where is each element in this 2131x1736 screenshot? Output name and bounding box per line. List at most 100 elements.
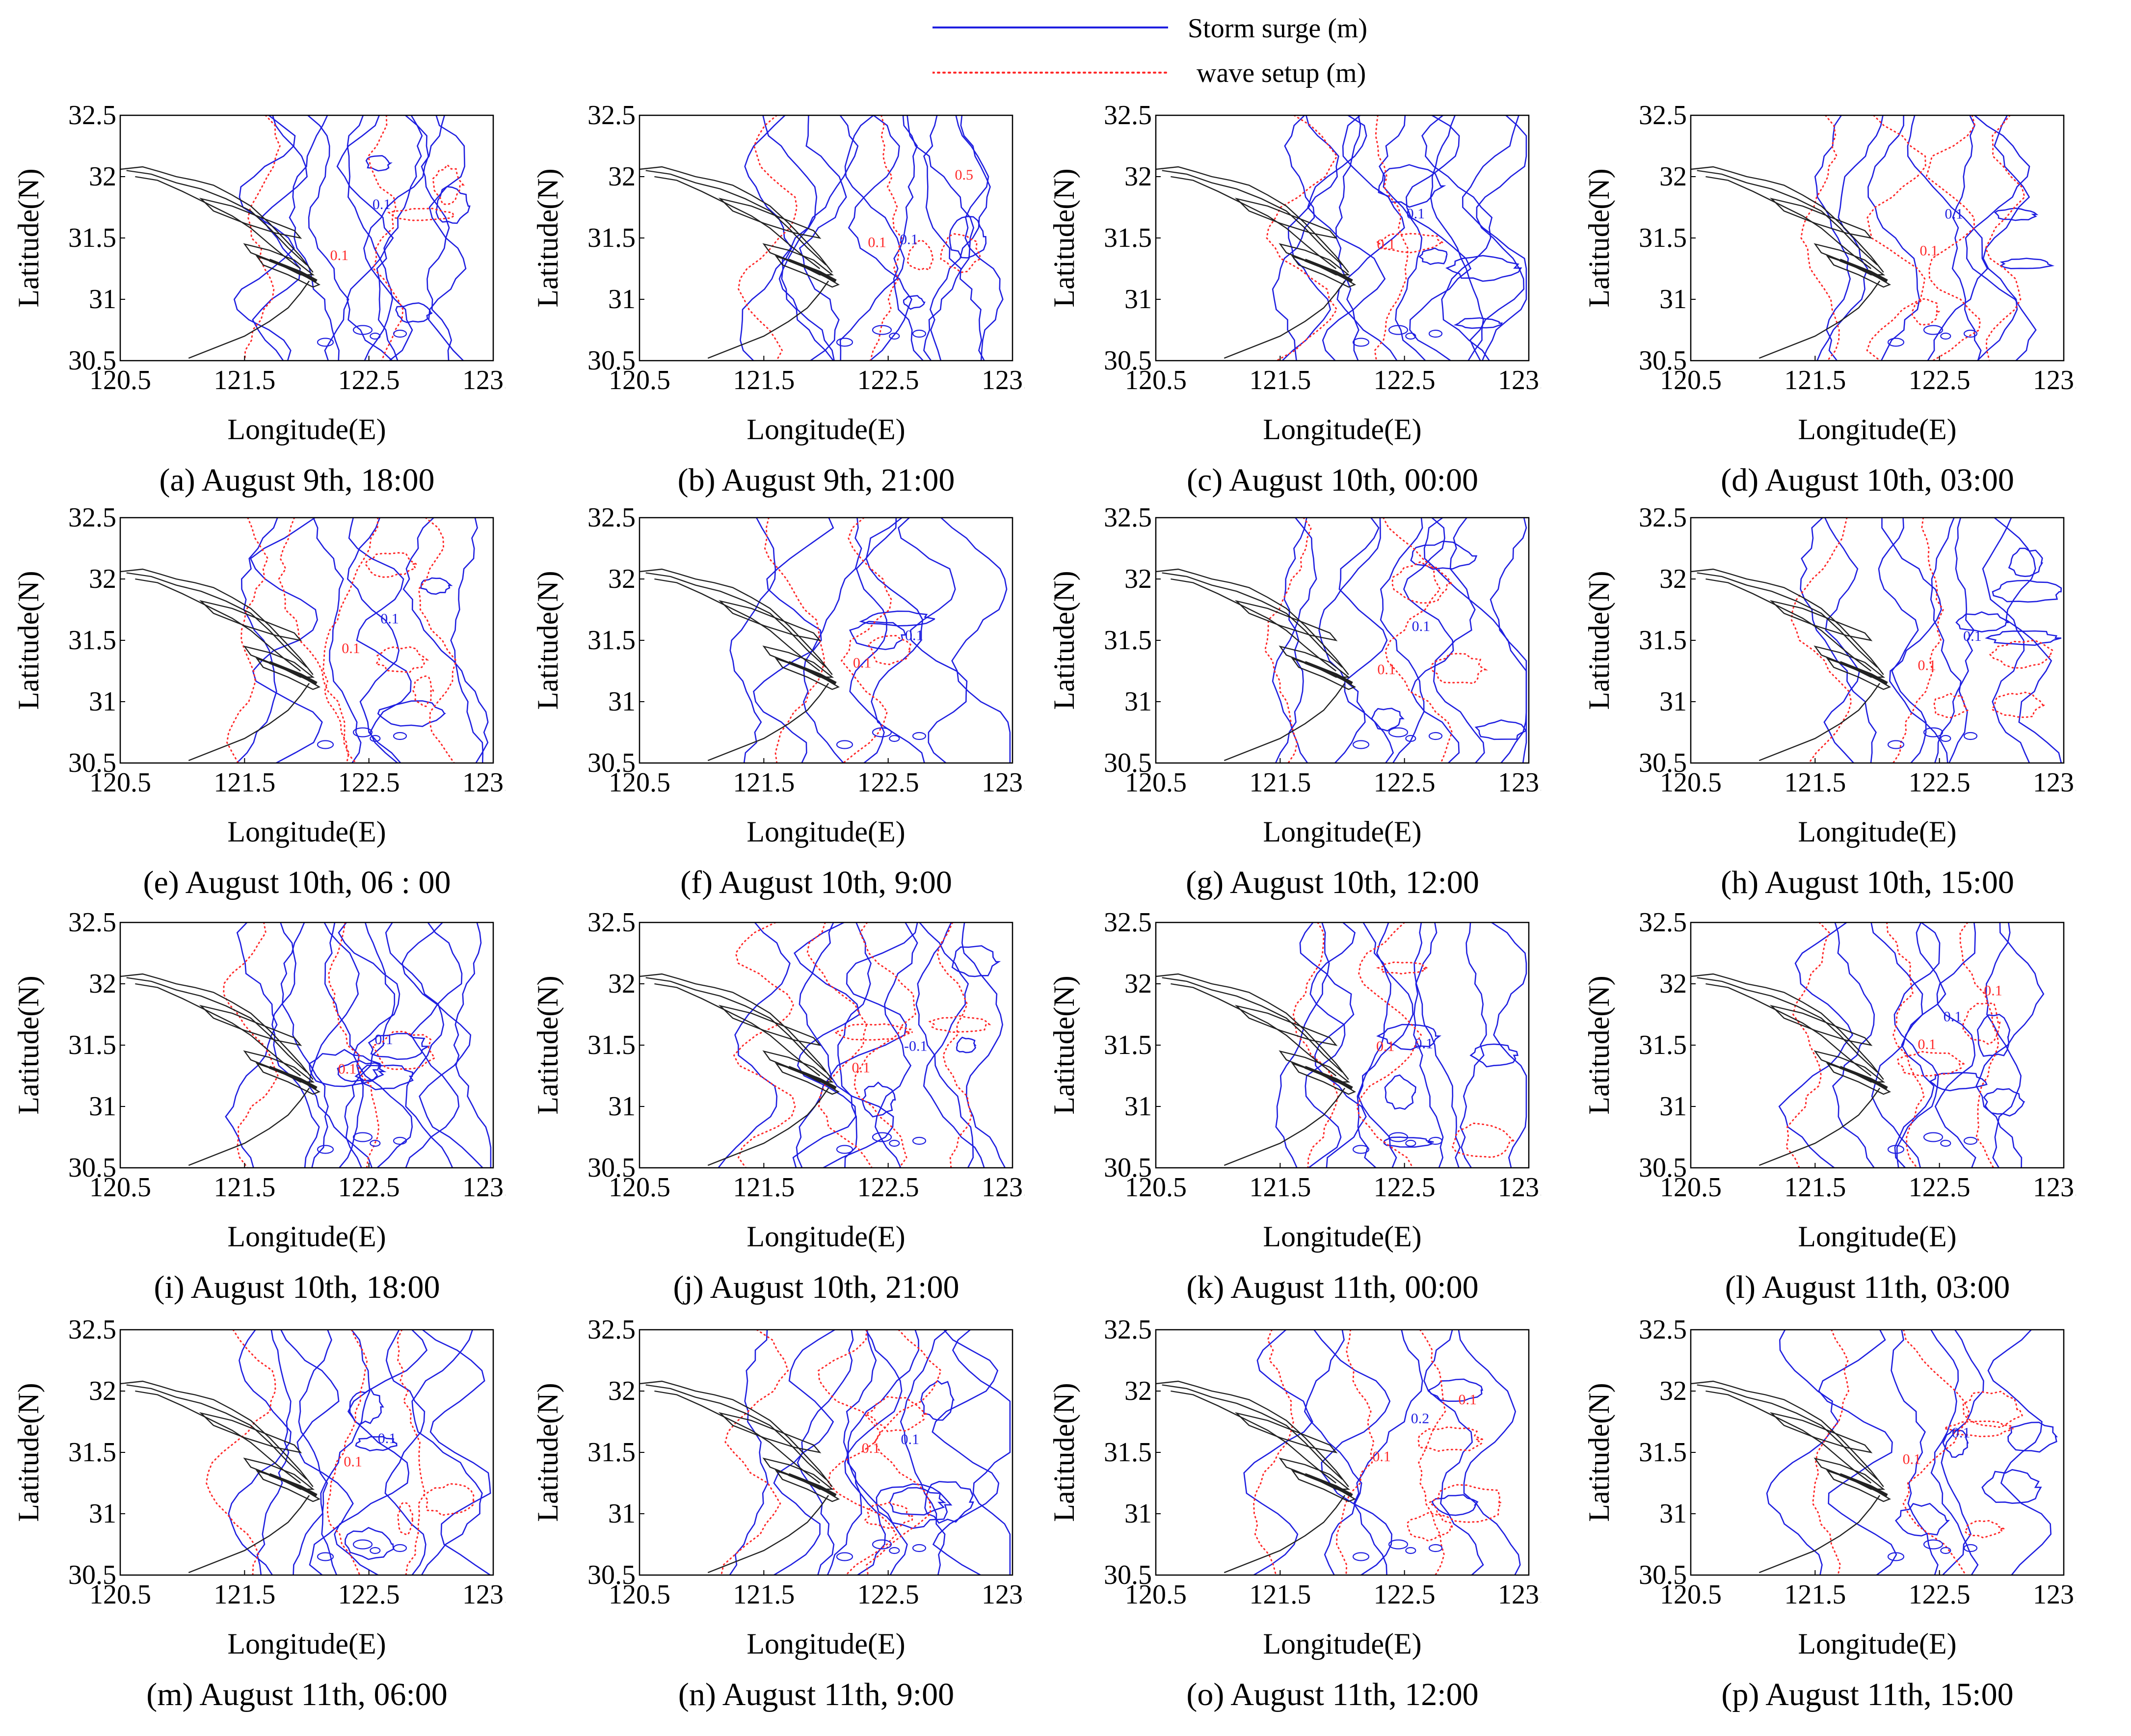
contour-label: 0.1 [901, 1431, 920, 1447]
storm-surge-contour [1469, 115, 1527, 361]
storm-surge-contour [1474, 719, 1527, 740]
storm-surge-contour [900, 1330, 948, 1575]
contour-panel-d: 0.1 0.1 32.5 32 31.5 31 30.5 120.5 121.5 122.5 123… [1571, 100, 2095, 510]
storm-surge-contour [1353, 1330, 1423, 1575]
x-tick-label: 120.5 [609, 365, 670, 395]
wave-setup-contour [412, 675, 435, 708]
storm-surge-contour [718, 922, 791, 1168]
storm-surge-contour [1999, 258, 2055, 269]
x-axis-label: Longitude(E) [227, 413, 386, 446]
y-tick-label: 32 [1659, 564, 1687, 594]
y-tick-label: 31 [1124, 686, 1152, 717]
wave-setup-contour [226, 518, 269, 763]
contour-label: 0.1 [374, 1031, 393, 1048]
coastline [645, 170, 826, 265]
coastline [1171, 578, 1337, 672]
panel-caption: (f) August 10th, 9:00 [680, 865, 952, 900]
y-tick-label: 30.5 [68, 1560, 116, 1590]
y-tick-label: 32 [1124, 1376, 1152, 1406]
x-tick-label: 120.5 [89, 1172, 151, 1203]
storm-surge-contour [271, 922, 320, 1168]
contour-label: 0.1 [868, 234, 886, 250]
y-tick-label: 30.5 [1639, 1153, 1687, 1183]
storm-surge-contour [839, 115, 905, 361]
x-tick-label: 121.5 [733, 1579, 795, 1610]
storm-surge-contour [289, 115, 340, 361]
y-tick-label: 31 [608, 1499, 636, 1529]
y-tick-label: 31.5 [587, 1030, 636, 1060]
storm-surge-contour [345, 1526, 394, 1560]
contour-label: 0.1 [1372, 1448, 1391, 1465]
coastline [1758, 1087, 1881, 1166]
storm-surge-contour [324, 922, 364, 1168]
island-outline [718, 197, 822, 239]
island-contour [1963, 1544, 1978, 1552]
storm-surge-contour [1281, 115, 1339, 361]
island-contour [1405, 1139, 1416, 1147]
storm-surge-contour [888, 1487, 946, 1516]
y-tick-label: 31.5 [1639, 223, 1687, 253]
y-tick-label: 30.5 [1104, 1560, 1152, 1590]
storm-surge-contour [1800, 518, 1877, 763]
contour-label: 0.1 [1407, 206, 1425, 222]
coastline [654, 1390, 821, 1484]
panel-caption: (m) August 11th, 06:00 [146, 1677, 448, 1712]
coastline [1691, 973, 1884, 1080]
y-tick-label: 32.5 [1639, 503, 1687, 533]
x-tick-label: 120.5 [1125, 767, 1187, 798]
island-contour [1428, 1136, 1443, 1145]
coastline [645, 977, 826, 1073]
x-tick-label: 123.5 [982, 365, 1025, 395]
island-outline [1234, 197, 1338, 239]
island-contour [1940, 1139, 1951, 1147]
y-tick-label: 32.5 [1104, 1315, 1152, 1345]
contour-panel-m: 0.1 0.1 32.5 32 31.5 31 30.5 120.5 121.5 122.5 123… [0, 1315, 524, 1725]
x-tick-label: 123.5 [462, 365, 506, 395]
storm-surge-contour [252, 115, 308, 361]
jetty [1304, 1473, 1353, 1497]
jetty [1304, 1066, 1353, 1090]
coastline [120, 166, 314, 273]
plot-frame [119, 114, 494, 362]
storm-surge-contour [1881, 518, 1948, 763]
storm-surge-contour [1930, 518, 1968, 763]
wave-setup-contour [1428, 1484, 1502, 1523]
plot-frame [119, 517, 494, 764]
wave-setup-contour [1406, 1512, 1454, 1542]
y-tick-label: 31.5 [1104, 625, 1152, 656]
storm-surge-contour [1413, 922, 1444, 1168]
x-tick-label: 123.5 [982, 1579, 1025, 1610]
x-tick-label: 122.5 [1909, 365, 1971, 395]
island-contour [889, 1139, 900, 1147]
island-contour [393, 732, 407, 740]
storm-surge-contour [1894, 1502, 1950, 1537]
coastline [1705, 983, 1872, 1077]
x-tick-label: 123.5 [1498, 1579, 1541, 1610]
panel-caption: (i) August 10th, 18:00 [154, 1269, 440, 1305]
wave-setup-contour [1902, 1330, 1970, 1575]
coastline [135, 176, 301, 269]
coastline [1697, 1384, 1878, 1480]
wave-setup-contour [928, 1015, 991, 1033]
coastline [1705, 176, 1872, 269]
storm-surge-contour [1975, 922, 2045, 1168]
island-contour [370, 1547, 381, 1554]
x-tick-label: 120.5 [1125, 1172, 1187, 1203]
y-axis-label: Latitude(N) [12, 571, 45, 710]
x-tick-label: 120.5 [1660, 1172, 1722, 1203]
x-axis-label: Longitude(E) [1798, 815, 1956, 848]
coastline [1697, 170, 1878, 265]
island-contour [1428, 329, 1443, 338]
storm-surge-contour [781, 115, 859, 361]
island-outline [199, 1412, 302, 1453]
x-tick-label: 123.5 [982, 767, 1025, 798]
island-contour [1352, 740, 1370, 749]
y-tick-label: 32 [608, 161, 636, 192]
contour-panel-b: 0.1 0.1 0.5 32.5 32 31.5 31 30.5 120.5 121.5 122.5… [519, 100, 1043, 510]
y-tick-label: 30.5 [68, 345, 116, 376]
storm-surge-contour [1243, 1330, 1313, 1575]
x-tick-label: 123.5 [1498, 1172, 1541, 1203]
storm-surge-contour [384, 1330, 426, 1575]
coastline [707, 280, 829, 359]
